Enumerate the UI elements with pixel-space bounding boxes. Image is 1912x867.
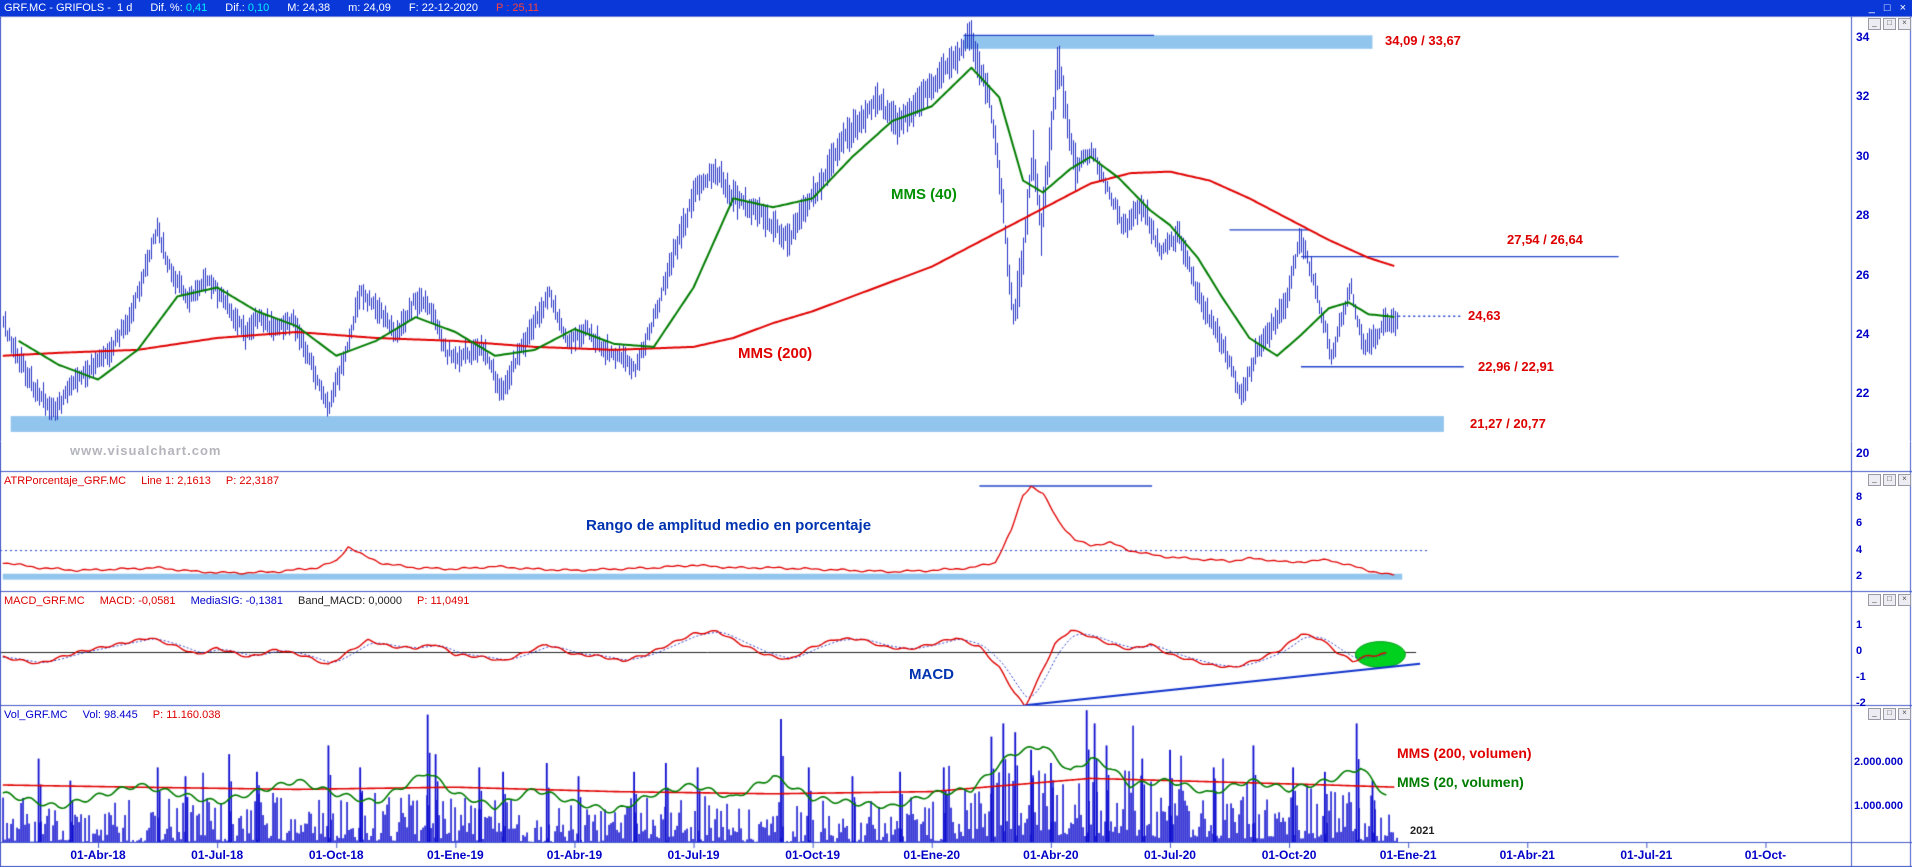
session-date: F: 22-12-2020 bbox=[408, 2, 479, 14]
panel-minimize-button[interactable]: _ bbox=[1868, 474, 1881, 486]
x-axis-date: 01-Abr-20 bbox=[1023, 848, 1079, 862]
atr-p-value: P: 22,3187 bbox=[225, 475, 280, 487]
x-axis-date: 01-Abr-18 bbox=[70, 848, 126, 862]
last-price-titlebar: P : 25,11 bbox=[496, 2, 540, 14]
minimize-button[interactable]: _ bbox=[1868, 2, 1875, 14]
mid-support-label: 22,96 / 22,91 bbox=[1478, 359, 1554, 374]
dif-label: Dif.: bbox=[225, 2, 245, 14]
price-panel-controls: _ □ × bbox=[1868, 18, 1911, 30]
x-axis-date: 01-Abr-21 bbox=[1499, 848, 1555, 862]
price-axis-tick: 20 bbox=[1856, 445, 1870, 460]
atr-axis-tick: 4 bbox=[1856, 543, 1863, 556]
macd-axis-tick: 0 bbox=[1856, 645, 1863, 657]
volume-indicator-name: Vol_GRF.MC bbox=[4, 709, 68, 721]
macd-axis-tick: -2 bbox=[1856, 697, 1866, 709]
dif-value: 0,10 bbox=[247, 2, 270, 14]
year-label: 2021 bbox=[1410, 825, 1435, 837]
session-max: M: 24,38 bbox=[287, 2, 331, 14]
macd-p-value: P: 11,0491 bbox=[417, 595, 470, 607]
price-axis-tick: 30 bbox=[1856, 148, 1870, 163]
last-price-label: 24,63 bbox=[1468, 308, 1501, 323]
macd-panel-header: MACD_GRF.MC MACD: -0,0581 MediaSIG: -0,1… bbox=[4, 595, 481, 607]
price-axis-tick: 28 bbox=[1856, 208, 1870, 223]
panel-minimize-button[interactable]: _ bbox=[1868, 708, 1881, 720]
macd-panel-controls: _ □ × bbox=[1868, 594, 1911, 606]
panel-close-button[interactable]: × bbox=[1898, 594, 1911, 606]
session-min: m: 24,09 bbox=[348, 2, 391, 14]
dif-pct-group: Dif. %: 0,41 bbox=[150, 0, 207, 16]
x-axis-date: 01-Oct-19 bbox=[785, 848, 841, 862]
atr-indicator-name: ATRPorcentaje_GRF.MC bbox=[4, 475, 127, 487]
x-axis-date: 01-Oct-18 bbox=[308, 848, 364, 862]
panel-minimize-button[interactable]: _ bbox=[1868, 18, 1881, 30]
volume-mms200-label: MMS (200, volumen) bbox=[1397, 745, 1532, 761]
volume-mms20-label: MMS (20, volumen) bbox=[1397, 774, 1524, 790]
price-axis-tick: 24 bbox=[1856, 327, 1870, 341]
atr-axis-tick: 6 bbox=[1856, 517, 1863, 530]
volume-axis-tick: 1.000.000 bbox=[1854, 800, 1903, 812]
x-axis-date: 01-Ene-19 bbox=[426, 848, 484, 862]
atr-axis-tick: 2 bbox=[1856, 570, 1863, 582]
volume-p-value: P: 11.160.038 bbox=[152, 709, 221, 721]
panel-restore-button[interactable]: □ bbox=[1883, 708, 1896, 720]
mms200-label: MMS (200) bbox=[738, 345, 813, 362]
panel-restore-button[interactable]: □ bbox=[1883, 594, 1896, 606]
panel-close-button[interactable]: × bbox=[1898, 474, 1911, 486]
panel-close-button[interactable]: × bbox=[1898, 18, 1911, 30]
macd-axis-tick: 1 bbox=[1856, 619, 1863, 631]
panel-restore-button[interactable]: □ bbox=[1883, 474, 1896, 486]
atr-description-label: Rango de amplitud medio en porcentaje bbox=[586, 517, 872, 534]
maximize-button[interactable]: □ bbox=[1883, 2, 1891, 14]
price-axis-tick: 32 bbox=[1856, 89, 1870, 104]
panel-minimize-button[interactable]: _ bbox=[1868, 594, 1881, 606]
x-axis-date: 01-Abr-19 bbox=[546, 848, 603, 862]
volume-axis-tick: 2.000.000 bbox=[1854, 756, 1903, 768]
x-axis-date: 01-Jul-21 bbox=[1620, 848, 1673, 862]
panel-close-button[interactable]: × bbox=[1898, 708, 1911, 720]
mid-resistance-label: 27,54 / 26,64 bbox=[1507, 232, 1583, 247]
panel-restore-button[interactable]: □ bbox=[1883, 18, 1896, 30]
macd-description-label: MACD bbox=[909, 666, 954, 683]
symbol-title: GRF.MC - GRIFOLS - 1 d bbox=[4, 2, 133, 14]
atr-line1-value: Line 1: 2,1613 bbox=[141, 475, 211, 487]
macd-band-value: Band_MACD: 0,0000 bbox=[298, 595, 402, 607]
volume-panel-header: Vol_GRF.MC Vol: 98.445 P: 11.160.038 bbox=[4, 709, 232, 721]
x-axis-date: 01-Oct- bbox=[1744, 848, 1787, 862]
titlebar-controls: _ □ × bbox=[1869, 0, 1906, 16]
macd-value: MACD: -0,0581 bbox=[99, 595, 176, 607]
atr-axis-tick: 8 bbox=[1856, 490, 1863, 503]
x-axis-date: 01-Oct-20 bbox=[1261, 848, 1317, 862]
volume-panel-controls: _ □ × bbox=[1868, 708, 1911, 720]
atr-panel-header: ATRPorcentaje_GRF.MC Line 1: 2,1613 P: 2… bbox=[4, 475, 291, 487]
x-axis-date: 01-Jul-18 bbox=[191, 848, 244, 862]
price-axis-tick: 22 bbox=[1856, 386, 1870, 401]
mms40-label: MMS (40) bbox=[891, 186, 957, 203]
x-axis-date: 01-Ene-20 bbox=[903, 848, 961, 862]
volume-value: Vol: 98.445 bbox=[82, 709, 138, 721]
macd-axis-tick: -1 bbox=[1856, 671, 1866, 683]
resistance-zone-label: 34,09 / 33,67 bbox=[1385, 33, 1461, 48]
x-axis-date: 01-Jul-20 bbox=[1143, 848, 1196, 862]
macd-indicator-name: MACD_GRF.MC bbox=[4, 595, 85, 607]
x-axis-date: 01-Jul-19 bbox=[667, 848, 720, 862]
dif-group: Dif.: 0,10 bbox=[225, 0, 269, 16]
dif-pct-value: 0,41 bbox=[185, 2, 208, 14]
price-axis-tick: 34 bbox=[1856, 30, 1870, 44]
window-titlebar: GRF.MC - GRIFOLS - 1 d Dif. %: 0,41 Dif.… bbox=[0, 0, 1912, 16]
support-zone-label: 21,27 / 20,77 bbox=[1470, 416, 1546, 431]
dif-pct-label: Dif. %: bbox=[150, 2, 183, 14]
macd-signal-value: MediaSIG: -0,1381 bbox=[190, 595, 283, 607]
price-axis-tick: 26 bbox=[1856, 267, 1870, 282]
close-button[interactable]: × bbox=[1899, 2, 1906, 14]
x-axis-date: 01-Ene-21 bbox=[1379, 848, 1437, 862]
watermark: www.visualchart.com bbox=[70, 443, 222, 458]
atr-panel-controls: _ □ × bbox=[1868, 474, 1911, 486]
